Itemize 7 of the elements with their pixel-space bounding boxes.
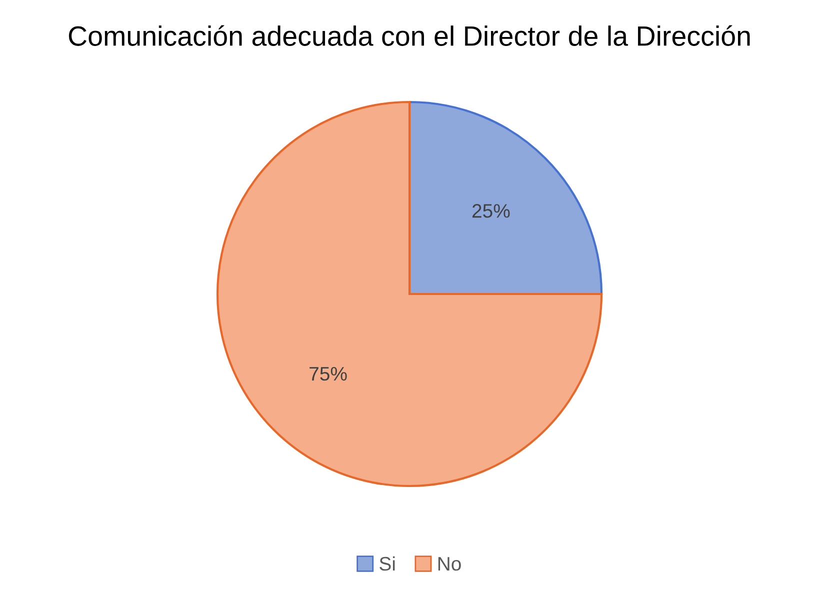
pie-slice [408, 100, 603, 296]
legend-label: No [438, 557, 461, 571]
chart-title: Comunicación adecuada con el Director de la Dirección [68, 25, 750, 46]
pie-slice [216, 100, 603, 488]
legend-label: Si [380, 556, 395, 571]
data-label: 75% [310, 366, 347, 381]
data-label: 25% [472, 204, 510, 218]
